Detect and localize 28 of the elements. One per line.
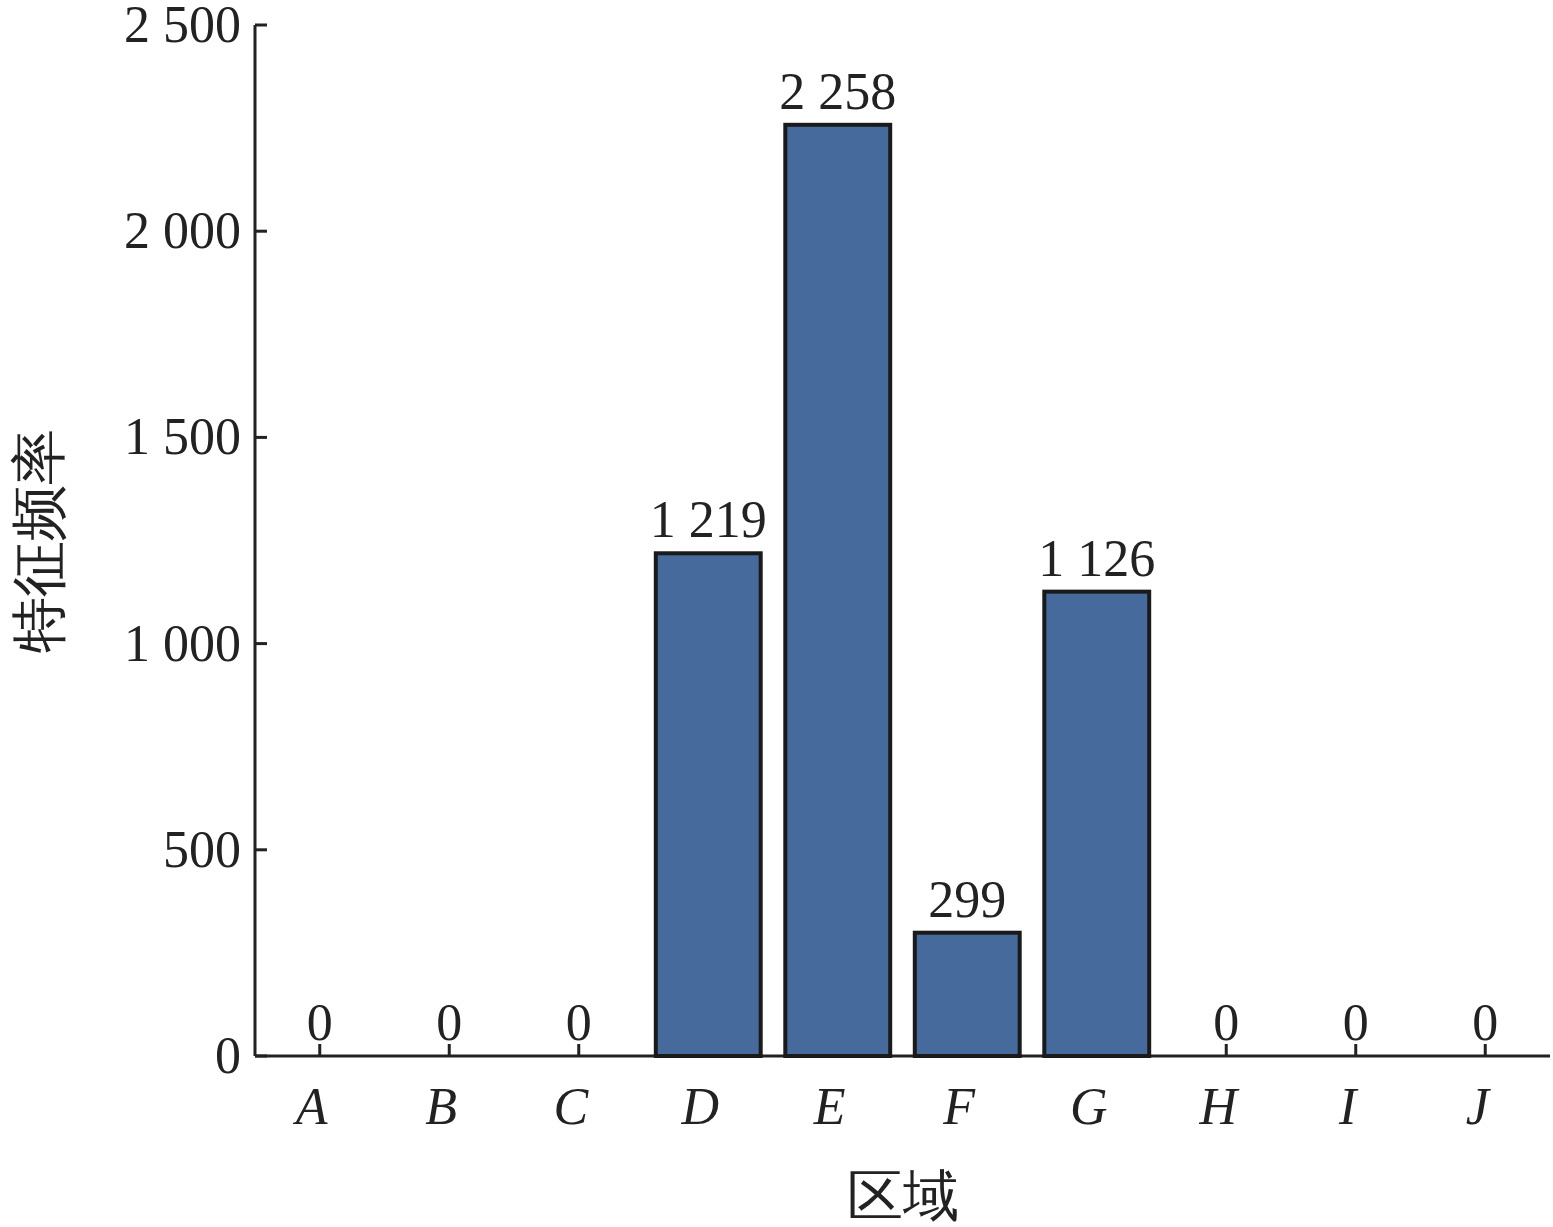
data-label: 0	[565, 994, 592, 1051]
x-tick-label: D	[680, 1078, 720, 1135]
x-tick-label: E	[812, 1078, 846, 1135]
data-label: 0	[1213, 994, 1240, 1051]
x-axis-title: 区域	[846, 1165, 959, 1227]
x-tick-label: I	[1338, 1078, 1360, 1135]
x-tick-label: G	[1069, 1078, 1108, 1135]
y-tick-label: 0	[215, 1027, 241, 1084]
data-label: 0	[306, 994, 333, 1051]
y-tick-label: 1 000	[124, 614, 241, 672]
data-label: 0	[1342, 994, 1369, 1051]
y-tick-label: 2 500	[124, 0, 241, 53]
y-tick-label: 1 500	[124, 408, 241, 466]
data-label: 0	[436, 994, 463, 1051]
data-label: 1 126	[1038, 529, 1156, 587]
x-tick-label: J	[1465, 1078, 1492, 1135]
x-tick-label: C	[553, 1078, 590, 1135]
x-tick-label: H	[1198, 1078, 1240, 1135]
x-tick-label: F	[942, 1078, 977, 1135]
y-tick-label: 2 000	[124, 202, 241, 260]
y-tick-label: 500	[163, 820, 241, 878]
data-label: 0	[1472, 994, 1499, 1051]
x-tick-label: A	[292, 1078, 328, 1135]
data-label: 2 258	[779, 62, 897, 120]
y-axis-title: 特征频率	[8, 428, 70, 653]
data-label: 299	[928, 870, 1007, 928]
data-label: 1 219	[649, 491, 767, 549]
x-tick-label: B	[425, 1078, 458, 1135]
